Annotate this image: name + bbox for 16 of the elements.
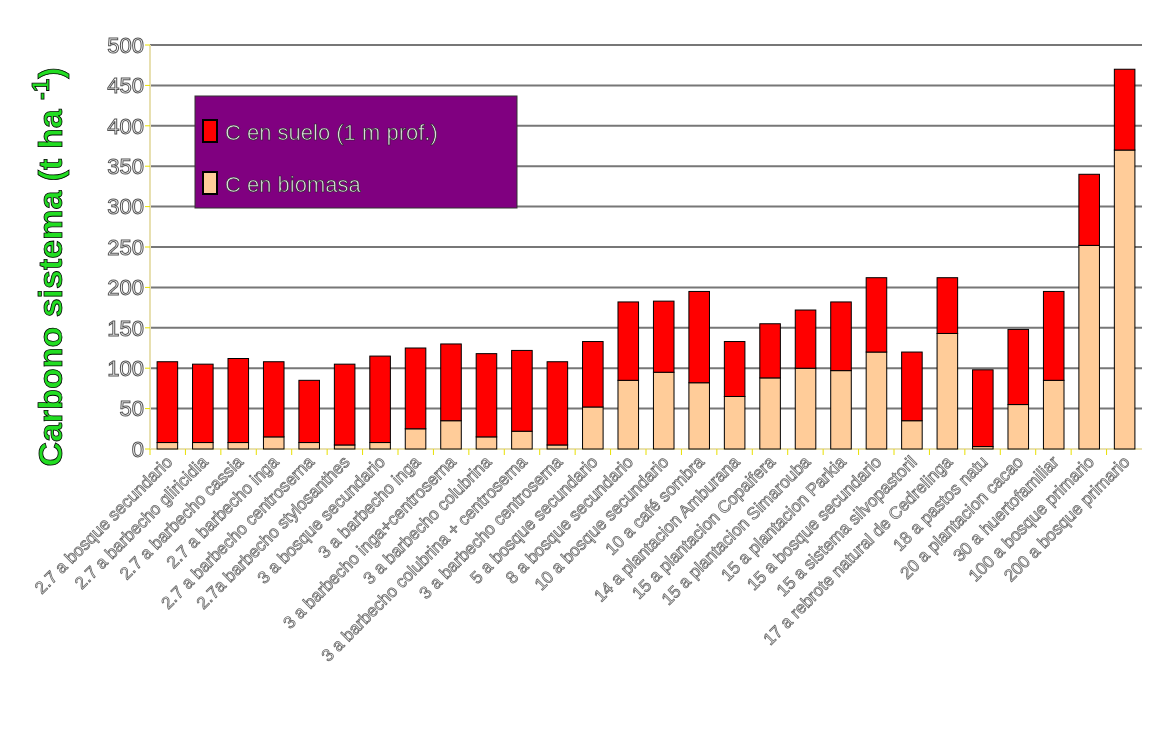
y-tick-label: 150 (107, 315, 144, 341)
y-tick-label: 100 (107, 355, 144, 381)
y-tick-label: 450 (107, 73, 144, 99)
y-tick-label: 200 (107, 275, 144, 301)
bar (333, 363, 356, 446)
y-tick-label: 50 (119, 396, 144, 422)
bar (972, 369, 994, 448)
legend-label: C en suelo (1 m prof.) (225, 119, 438, 145)
y-tick-label: 250 (107, 234, 144, 260)
bar (546, 361, 569, 446)
y-tick-label: 400 (107, 113, 144, 139)
y-tick-label: 0 (131, 436, 144, 462)
y-tick-label: 500 (107, 32, 144, 58)
y-tick-label: 300 (107, 194, 144, 220)
legend-label: C en biomasa (225, 171, 362, 197)
y-tick-label: 350 (107, 153, 144, 179)
